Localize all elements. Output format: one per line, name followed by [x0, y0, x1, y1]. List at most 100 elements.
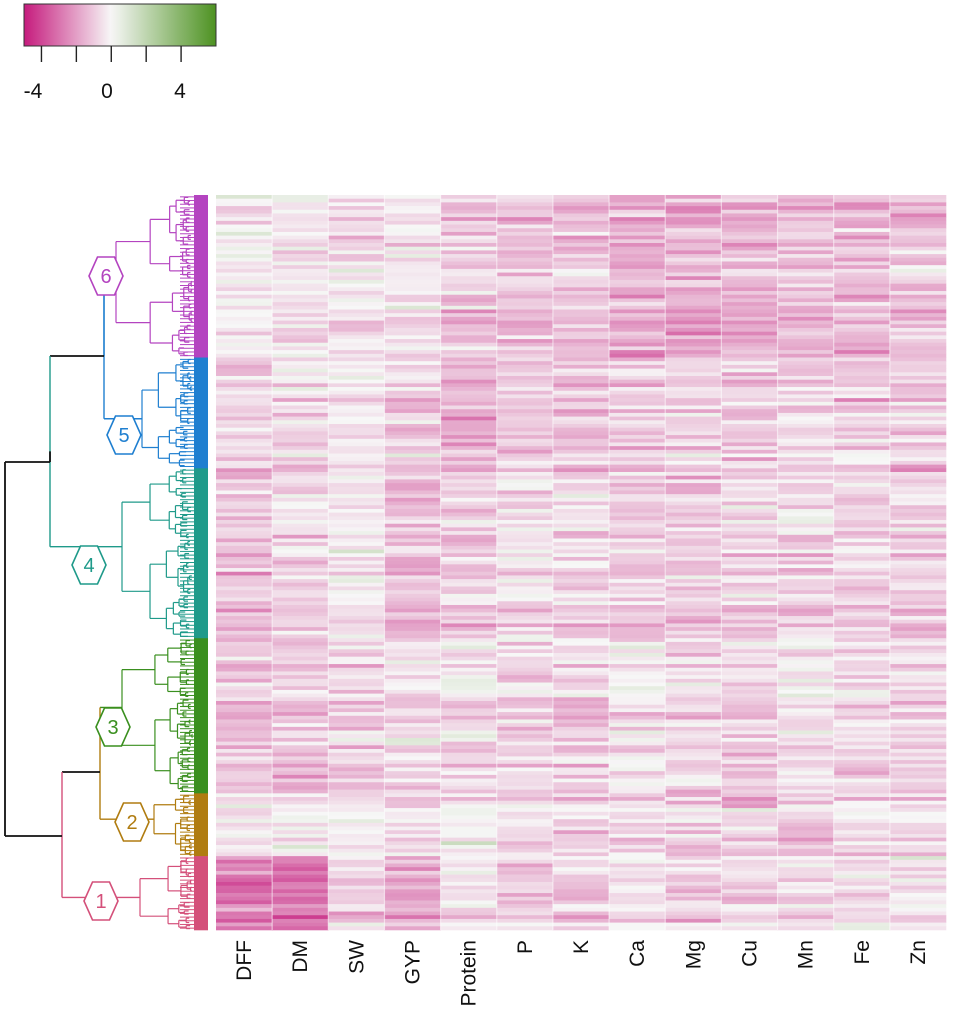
heatmap-cell	[496, 350, 554, 355]
heatmap-cell	[328, 915, 385, 920]
sidebar-cluster-5	[194, 357, 208, 469]
heatmap-cell	[833, 911, 891, 916]
heatmap-cell	[216, 878, 273, 883]
heatmap-cell	[328, 804, 385, 809]
heatmap-cell	[216, 534, 273, 539]
heatmap-cell	[665, 833, 722, 838]
heatmap-cell	[328, 582, 385, 587]
heatmap-cell	[552, 911, 610, 916]
heatmap-cell	[216, 224, 273, 229]
heatmap-cell	[552, 918, 610, 923]
heatmap-cell	[777, 427, 834, 432]
heatmap-cell	[384, 298, 441, 303]
heatmap-cell	[440, 893, 498, 898]
heatmap-cell	[216, 327, 273, 332]
heatmap-cell	[777, 881, 834, 886]
heatmap-cell	[440, 837, 498, 842]
heatmap-cell	[384, 848, 441, 853]
heatmap-cell	[384, 283, 441, 288]
heatmap-cell	[777, 597, 834, 602]
heatmap-cell	[777, 472, 834, 477]
heatmap-cell	[272, 442, 329, 447]
heatmap-cell	[328, 327, 385, 332]
heatmap-cell	[665, 346, 722, 351]
heatmap-cell	[609, 313, 666, 318]
heatmap-cell	[216, 804, 273, 809]
heatmap-cell	[721, 346, 778, 351]
heatmap-cell	[665, 331, 722, 336]
heatmap-cell	[328, 361, 385, 366]
heatmap-cell	[609, 268, 666, 273]
heatmap-cell	[384, 771, 441, 776]
heatmap-cell	[216, 749, 273, 754]
heatmap-cell	[552, 505, 610, 510]
heatmap-cell	[272, 616, 329, 621]
heatmap-cell	[665, 246, 722, 251]
heatmap-cell	[721, 435, 778, 440]
heatmap-cell	[833, 490, 891, 495]
heatmap-cell	[440, 656, 498, 661]
heatmap-cell	[328, 719, 385, 724]
heatmap-cell	[889, 442, 947, 447]
heatmap-cell	[496, 228, 554, 233]
heatmap-cell	[384, 549, 441, 554]
heatmap-cell	[833, 556, 891, 561]
heatmap-cell	[552, 453, 610, 458]
heatmap-cell	[384, 756, 441, 761]
heatmap-cell	[552, 231, 610, 236]
heatmap-cell	[440, 556, 498, 561]
heatmap-cell	[272, 460, 329, 465]
heatmap-cell	[609, 926, 666, 931]
heatmap-cell	[665, 486, 722, 491]
heatmap-cell	[384, 579, 441, 584]
heatmap-cell	[496, 590, 554, 595]
heatmap-cell	[833, 309, 891, 314]
heatmap-cell	[721, 486, 778, 491]
heatmap-cell	[496, 756, 554, 761]
heatmap-cell	[216, 638, 273, 643]
heatmap-cell	[496, 276, 554, 281]
heatmap-cell	[496, 715, 554, 720]
column-label-dff: DFF	[233, 940, 256, 981]
heatmap-cell	[496, 501, 554, 506]
heatmap-cell	[216, 346, 273, 351]
heatmap-cell	[384, 531, 441, 536]
heatmap-cell	[328, 523, 385, 528]
heatmap-cell	[552, 593, 610, 598]
heatmap-cell	[440, 859, 498, 864]
heatmap-cell	[665, 442, 722, 447]
heatmap-cell	[833, 822, 891, 827]
heatmap-cell	[272, 922, 329, 927]
heatmap-cell	[721, 531, 778, 536]
heatmap-cell	[889, 822, 947, 827]
heatmap-cell	[777, 867, 834, 872]
heatmap-cell	[496, 534, 554, 539]
heatmap-cell	[721, 808, 778, 813]
heatmap-cell	[609, 209, 666, 214]
heatmap-cell	[216, 427, 273, 432]
heatmap-cell	[889, 472, 947, 477]
heatmap-cell	[552, 819, 610, 824]
heatmap-cell	[665, 645, 722, 650]
heatmap-cell	[384, 257, 441, 262]
heatmap-cell	[272, 712, 329, 717]
heatmap-cell	[496, 505, 554, 510]
heatmap-cell	[609, 579, 666, 584]
heatmap-cell	[384, 527, 441, 532]
heatmap-cell	[889, 416, 947, 421]
heatmap-cell	[889, 346, 947, 351]
cluster-hexagon-4	[71, 545, 107, 585]
heatmap-cell	[384, 224, 441, 229]
heatmap-cell	[609, 575, 666, 580]
heatmap-cell	[328, 372, 385, 377]
heatmap-cell	[496, 582, 554, 587]
heatmap-cell	[889, 353, 947, 358]
heatmap-cell	[889, 460, 947, 465]
heatmap-cell	[609, 538, 666, 543]
heatmap-cell	[889, 427, 947, 432]
heatmap-cell	[889, 678, 947, 683]
heatmap-cell	[496, 904, 554, 909]
heatmap-cell	[384, 405, 441, 410]
heatmap-cell	[889, 302, 947, 307]
heatmap-cell	[216, 586, 273, 591]
